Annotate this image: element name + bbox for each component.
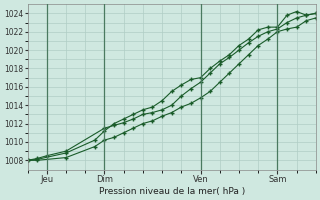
- X-axis label: Pression niveau de la mer( hPa ): Pression niveau de la mer( hPa ): [99, 187, 245, 196]
